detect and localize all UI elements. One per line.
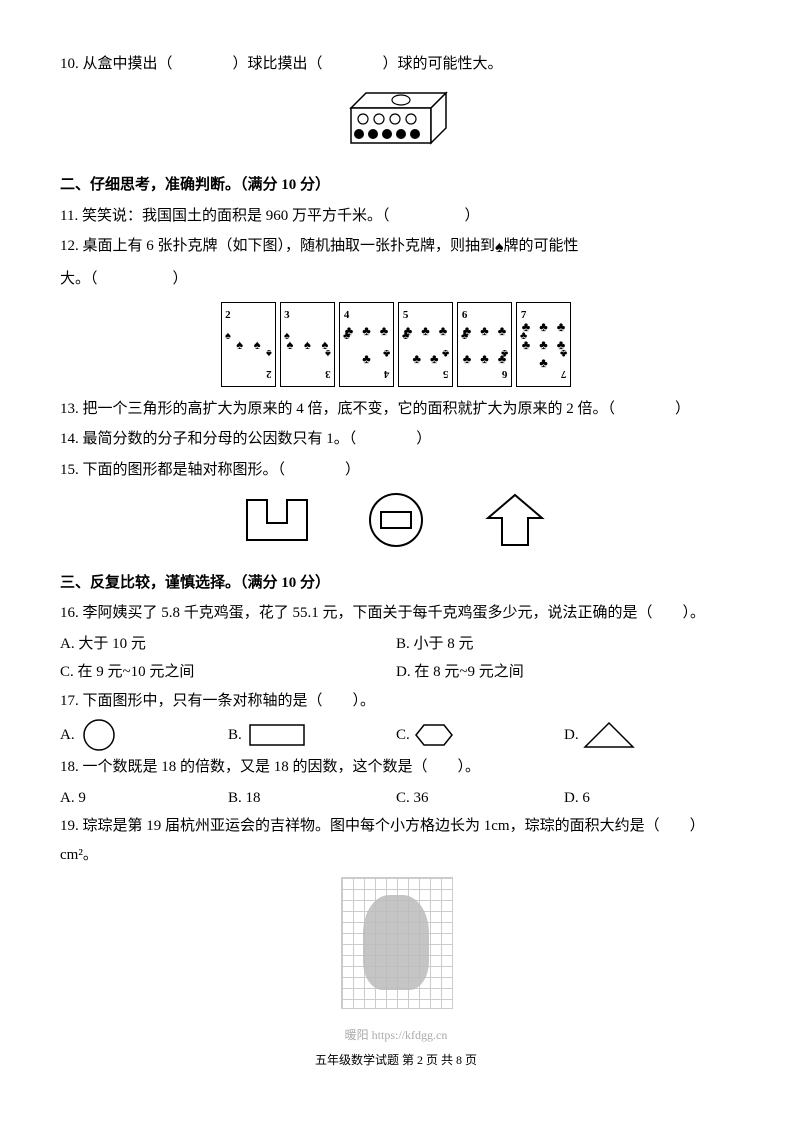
q16-opt-c: C. 在 9 元~10 元之间	[60, 658, 396, 687]
q18-opt-d: D. 6	[564, 784, 732, 813]
hexagon-icon	[410, 717, 458, 753]
ball-box-icon	[331, 83, 461, 153]
watermark-text: 暖阳 https://kfdgg.cn	[60, 1024, 732, 1047]
question-15: 15. 下面的图形都是轴对称图形。（ ）	[60, 456, 732, 485]
q14-text: 14. 最简分数的分子和分母的公因数只有 1。（ ）	[60, 431, 431, 447]
cards-figure: 2♠♠♠2♠3♠♠♠♠3♠4♣♣♣♣♣4♣5♣♣♣♣♣♣5♣6♣♣♣♣♣♣♣6♣…	[60, 302, 732, 387]
u-shape-icon	[232, 490, 322, 550]
question-13: 13. 把一个三角形的高扩大为原来的 4 倍，底不变，它的面积就扩大为原来的 2…	[60, 395, 732, 424]
circle-icon	[75, 717, 123, 753]
mascot-grid	[341, 877, 451, 1007]
section-3-title: 三、反复比较，谨慎选择。（满分 10 分）	[60, 569, 732, 598]
q18-options: A. 9 B. 18 C. 36 D. 6	[60, 784, 732, 813]
q17-label-b: B.	[228, 721, 242, 750]
playing-card: 7♣♣♣♣♣♣♣♣7♣	[516, 302, 571, 387]
q18-text: 18. 一个数既是 18 的倍数，又是 18 的因数，这个数是（ ）。	[60, 759, 480, 775]
question-19: 19. 琮琮是第 19 届杭州亚运会的吉祥物。图中每个小方格边长为 1cm，琮琮…	[60, 812, 732, 869]
q17-opt-d: D.	[564, 717, 732, 753]
question-18: 18. 一个数既是 18 的倍数，又是 18 的因数，这个数是（ ）。	[60, 753, 732, 782]
question-10: 10. 从盒中摸出（ ）球比摸出（ ）球的可能性大。	[60, 50, 732, 79]
q16-opt-d: D. 在 8 元~9 元之间	[396, 658, 732, 687]
q18-opt-c: C. 36	[396, 784, 564, 813]
mascot-figure	[60, 877, 732, 1018]
mascot-shape	[363, 895, 429, 990]
q10-text: 10. 从盒中摸出（ ）球比摸出（ ）球的可能性大。	[60, 56, 503, 72]
q17-label-a: A.	[60, 721, 75, 750]
question-12: 12. 桌面上有 6 张扑克牌（如下图），随机抽取一张扑克牌，则抽到♠牌的可能性	[60, 232, 732, 263]
rectangle-icon	[242, 717, 312, 753]
playing-card: 4♣♣♣♣♣4♣	[339, 302, 394, 387]
playing-card: 2♠♠♠2♠	[221, 302, 276, 387]
page-footer: 五年级数学试题 第 2 页 共 8 页	[60, 1049, 732, 1072]
q17-label-d: D.	[564, 721, 579, 750]
question-16: 16. 李阿姨买了 5.8 千克鸡蛋，花了 55.1 元，下面关于每千克鸡蛋多少…	[60, 599, 732, 628]
q12-text-a: 12. 桌面上有 6 张扑克牌（如下图），随机抽取一张扑克牌，则抽到	[60, 238, 495, 254]
q12-text-c: 大。（ ）	[60, 271, 188, 287]
playing-card: 3♠♠♠♠3♠	[280, 302, 335, 387]
q13-text: 13. 把一个三角形的高扩大为原来的 4 倍，底不变，它的面积就扩大为原来的 2…	[60, 401, 690, 417]
question-12-line2: 大。（ ）	[60, 265, 732, 294]
q10-figure	[60, 83, 732, 164]
q18-opt-b: B. 18	[228, 784, 396, 813]
circle-rect-icon	[351, 490, 441, 550]
q17-opt-b: B.	[228, 717, 396, 753]
q17-opt-a: A.	[60, 717, 228, 753]
question-14: 14. 最简分数的分子和分母的公因数只有 1。（ ）	[60, 425, 732, 454]
q17-text: 17. 下面图形中，只有一条对称轴的是（ ）。	[60, 693, 375, 709]
triangle-icon	[579, 717, 639, 753]
q17-label-c: C.	[396, 721, 410, 750]
q19-text: 19. 琮琮是第 19 届杭州亚运会的吉祥物。图中每个小方格边长为 1cm，琮琮…	[60, 818, 705, 863]
section-2-title: 二、仔细思考，准确判断。（满分 10 分）	[60, 171, 732, 200]
question-17: 17. 下面图形中，只有一条对称轴的是（ ）。	[60, 687, 732, 716]
q16-options: A. 大于 10 元 B. 小于 8 元 C. 在 9 元~10 元之间 D. …	[60, 630, 732, 687]
question-11: 11. 笑笑说：我国国土的面积是 960 万平方千米。（ ）	[60, 202, 732, 231]
q17-options: A. B. C. D.	[60, 717, 732, 753]
playing-card: 5♣♣♣♣♣♣5♣	[398, 302, 453, 387]
q15-shapes	[60, 490, 732, 561]
q15-text: 15. 下面的图形都是轴对称图形。（ ）	[60, 462, 360, 478]
q11-text: 11. 笑笑说：我国国土的面积是 960 万平方千米。（ ）	[60, 208, 479, 224]
q17-opt-c: C.	[396, 717, 564, 753]
q16-text: 16. 李阿姨买了 5.8 千克鸡蛋，花了 55.1 元，下面关于每千克鸡蛋多少…	[60, 605, 705, 621]
q16-opt-a: A. 大于 10 元	[60, 630, 396, 659]
arrow-up-icon	[470, 490, 560, 550]
q18-opt-a: A. 9	[60, 784, 228, 813]
q16-opt-b: B. 小于 8 元	[396, 630, 732, 659]
spade-icon: ♠	[495, 239, 504, 256]
playing-card: 6♣♣♣♣♣♣♣6♣	[457, 302, 512, 387]
q12-text-b: 牌的可能性	[504, 238, 579, 254]
